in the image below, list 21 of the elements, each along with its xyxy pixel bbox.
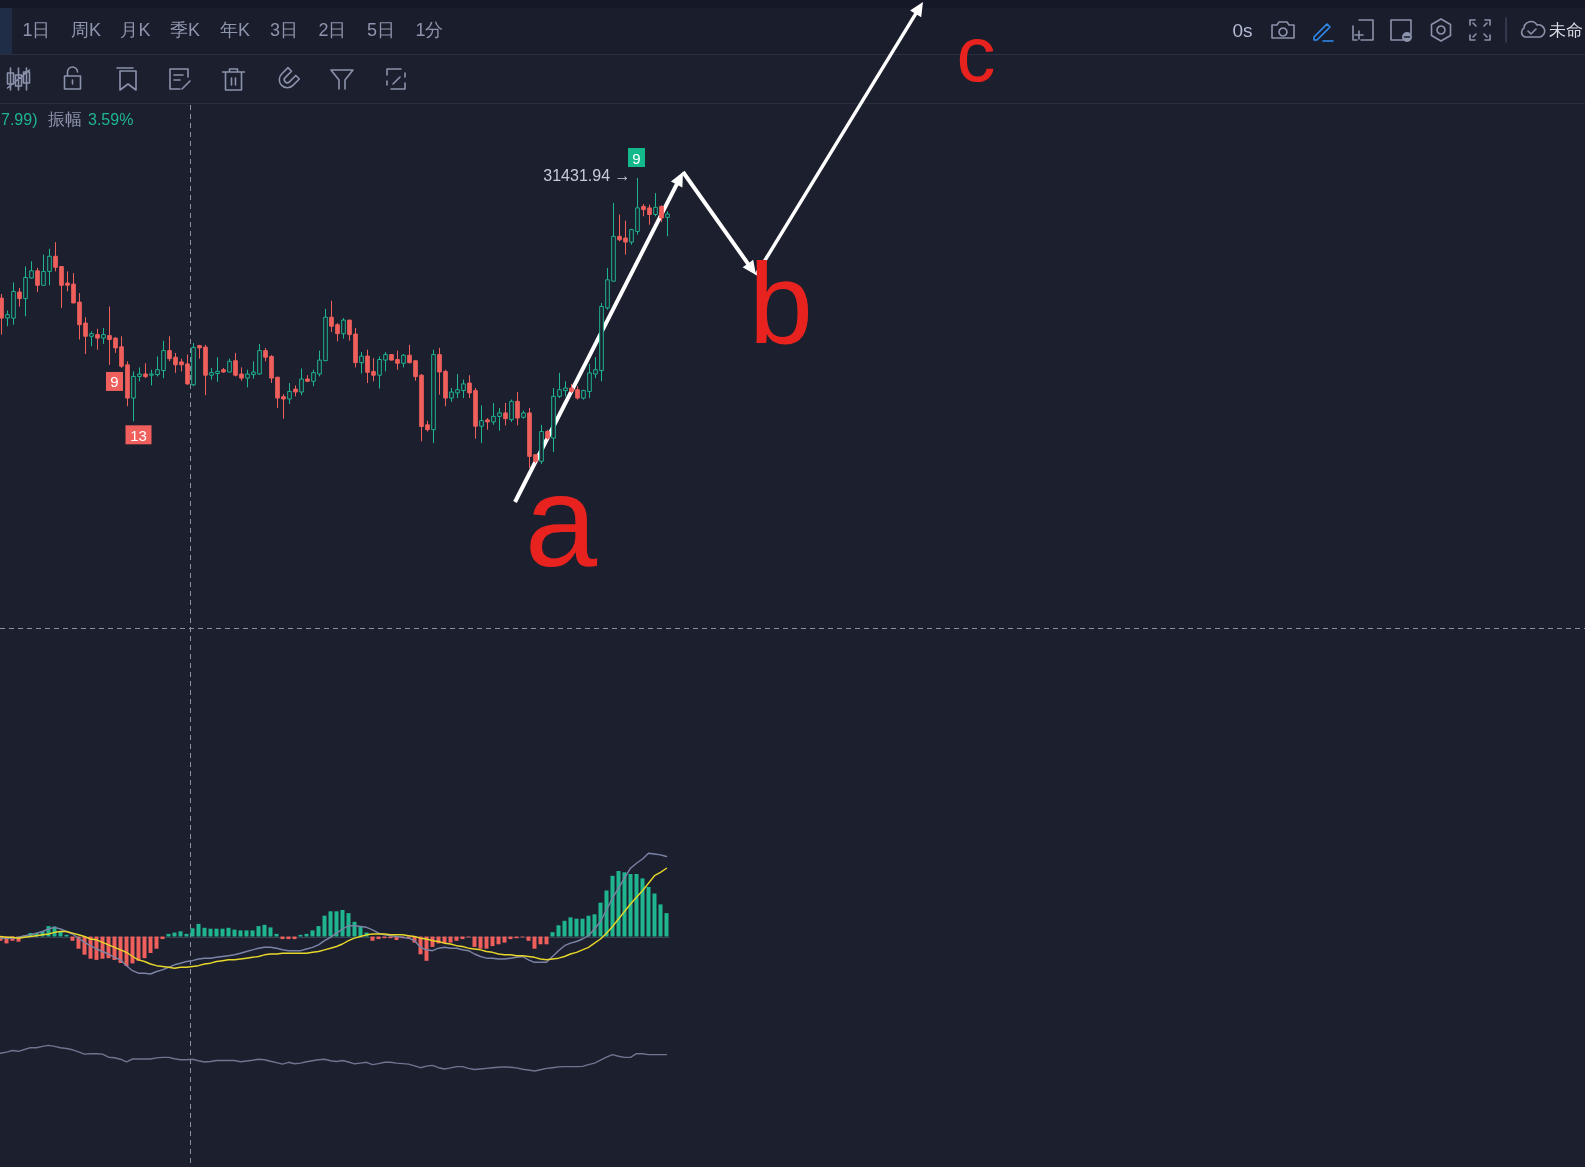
text: 1日 [22,20,51,40]
annotation: 9 [110,373,119,391]
text: c [956,10,996,98]
text: 月K [120,20,151,40]
text: 3日 [269,20,299,40]
text: 7.99) [1,110,38,128]
text: 振幅 [48,109,82,129]
text: 1分 [415,20,444,40]
text: 季K [169,20,201,40]
text: b [749,239,813,367]
annotation: 13 [130,426,147,444]
text: 未命 [1549,20,1583,40]
text: 2日 [318,20,347,40]
annotation: a [524,448,598,594]
text: 0s [1232,19,1253,41]
text: 9 [632,149,641,167]
text: 年K [219,20,251,40]
annotation: 31431.94 → [543,166,631,184]
text: 周K [70,20,102,40]
text: 3.59% [88,110,134,128]
text: 5日 [366,20,396,40]
